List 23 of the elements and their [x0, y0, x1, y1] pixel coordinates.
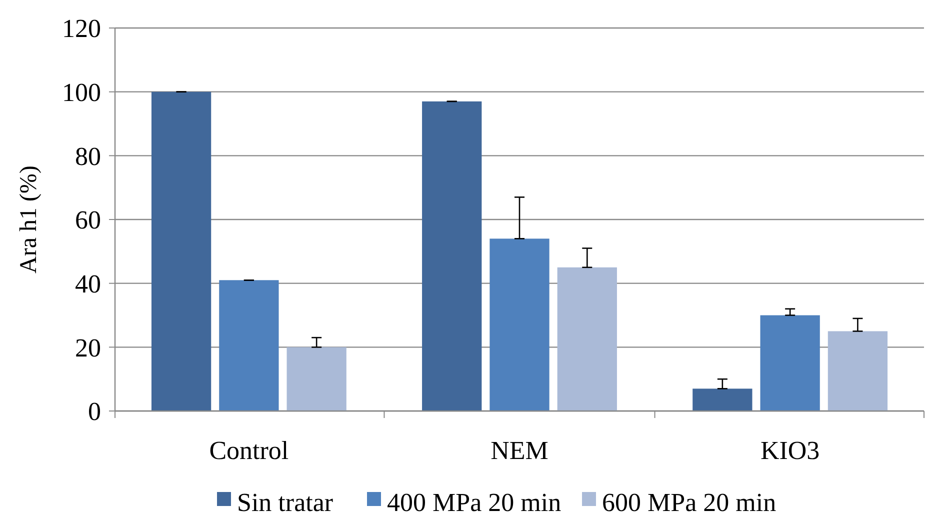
bar: [286, 347, 346, 411]
y-tick-label: 20: [75, 333, 101, 362]
y-tick-label: 100: [62, 78, 101, 107]
bar: [828, 331, 888, 411]
bar: [219, 280, 279, 411]
x-tick-label: KIO3: [760, 436, 820, 465]
y-tick-label: 40: [75, 269, 101, 298]
y-tick-label: 0: [88, 397, 101, 426]
y-tick-label: 120: [62, 14, 101, 44]
legend-label: Sin tratar: [237, 488, 334, 517]
x-tick-label: Control: [209, 436, 289, 465]
bar: [760, 315, 820, 411]
bar: [490, 238, 550, 411]
legend-label: 400 MPa 20 min: [387, 488, 562, 517]
bar: [422, 101, 482, 411]
y-tick-label: 60: [75, 206, 101, 235]
legend-label: 600 MPa 20 min: [602, 488, 776, 517]
x-tick-label: NEM: [490, 436, 548, 465]
y-axis-title: Ara h1 (%): [16, 166, 42, 274]
bar: [692, 388, 752, 411]
bar: [151, 92, 212, 411]
y-tick-label: 80: [75, 142, 101, 171]
bar: [557, 267, 617, 411]
